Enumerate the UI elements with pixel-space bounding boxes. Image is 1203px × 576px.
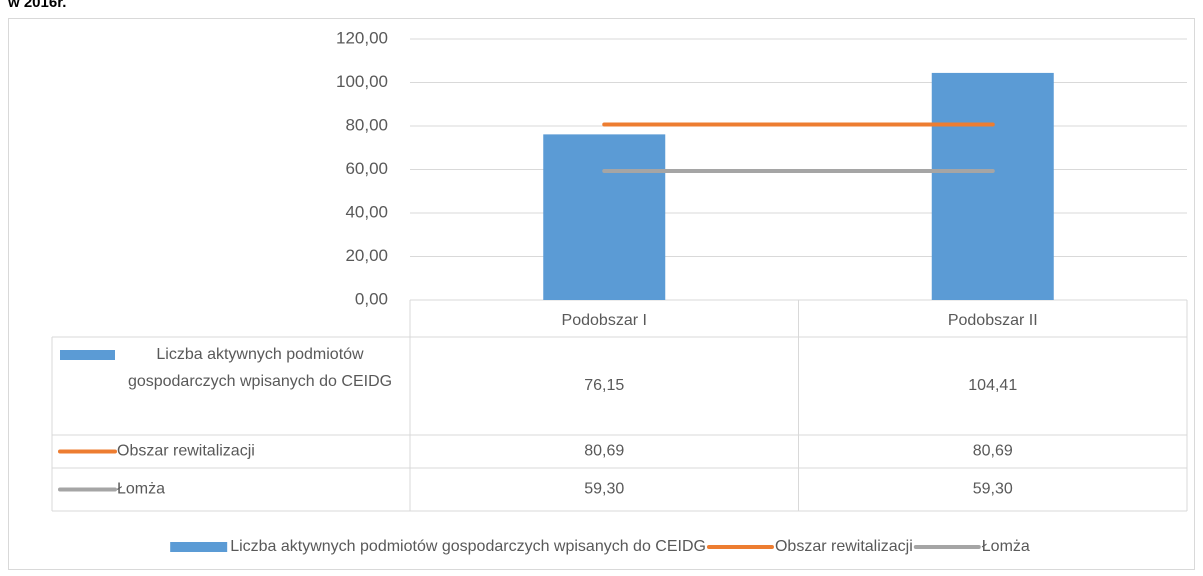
- table-series-name: Liczba aktywnych podmiotów gospodarczych…: [127, 346, 393, 390]
- table-value: 80,69: [973, 443, 1013, 460]
- bar: [931, 72, 1054, 300]
- legend-label: Obszar rewitalizacji: [775, 538, 913, 555]
- legend-swatch: [170, 542, 228, 552]
- legend-label: Łomża: [982, 538, 1030, 555]
- table-value: 80,69: [584, 443, 624, 460]
- y-tick-label: 20,00: [345, 246, 388, 265]
- table-value: 59,30: [973, 481, 1013, 498]
- y-tick-label: 100,00: [336, 72, 388, 91]
- table-value: 104,41: [968, 377, 1017, 394]
- x-tick-label: Podobszar I: [562, 312, 647, 329]
- table-series-name: Łomża: [117, 481, 165, 498]
- y-tick-label: 40,00: [345, 202, 388, 221]
- y-tick-label: 80,00: [345, 115, 388, 134]
- bar: [543, 134, 666, 300]
- table-value: 59,30: [584, 481, 624, 498]
- chart-title: w 2016r.: [7, 0, 66, 11]
- y-tick-label: 120,00: [336, 28, 388, 47]
- y-tick-label: 0,00: [355, 289, 388, 308]
- y-tick-label: 60,00: [345, 159, 388, 178]
- x-tick-label: Podobszar II: [948, 312, 1038, 329]
- table-value: 76,15: [584, 377, 624, 394]
- table-series-name: Obszar rewitalizacji: [117, 443, 255, 460]
- chart-frame: [8, 18, 1195, 570]
- legend-label: Liczba aktywnych podmiotów gospodarczych…: [230, 538, 706, 555]
- legend-swatch: [60, 350, 115, 360]
